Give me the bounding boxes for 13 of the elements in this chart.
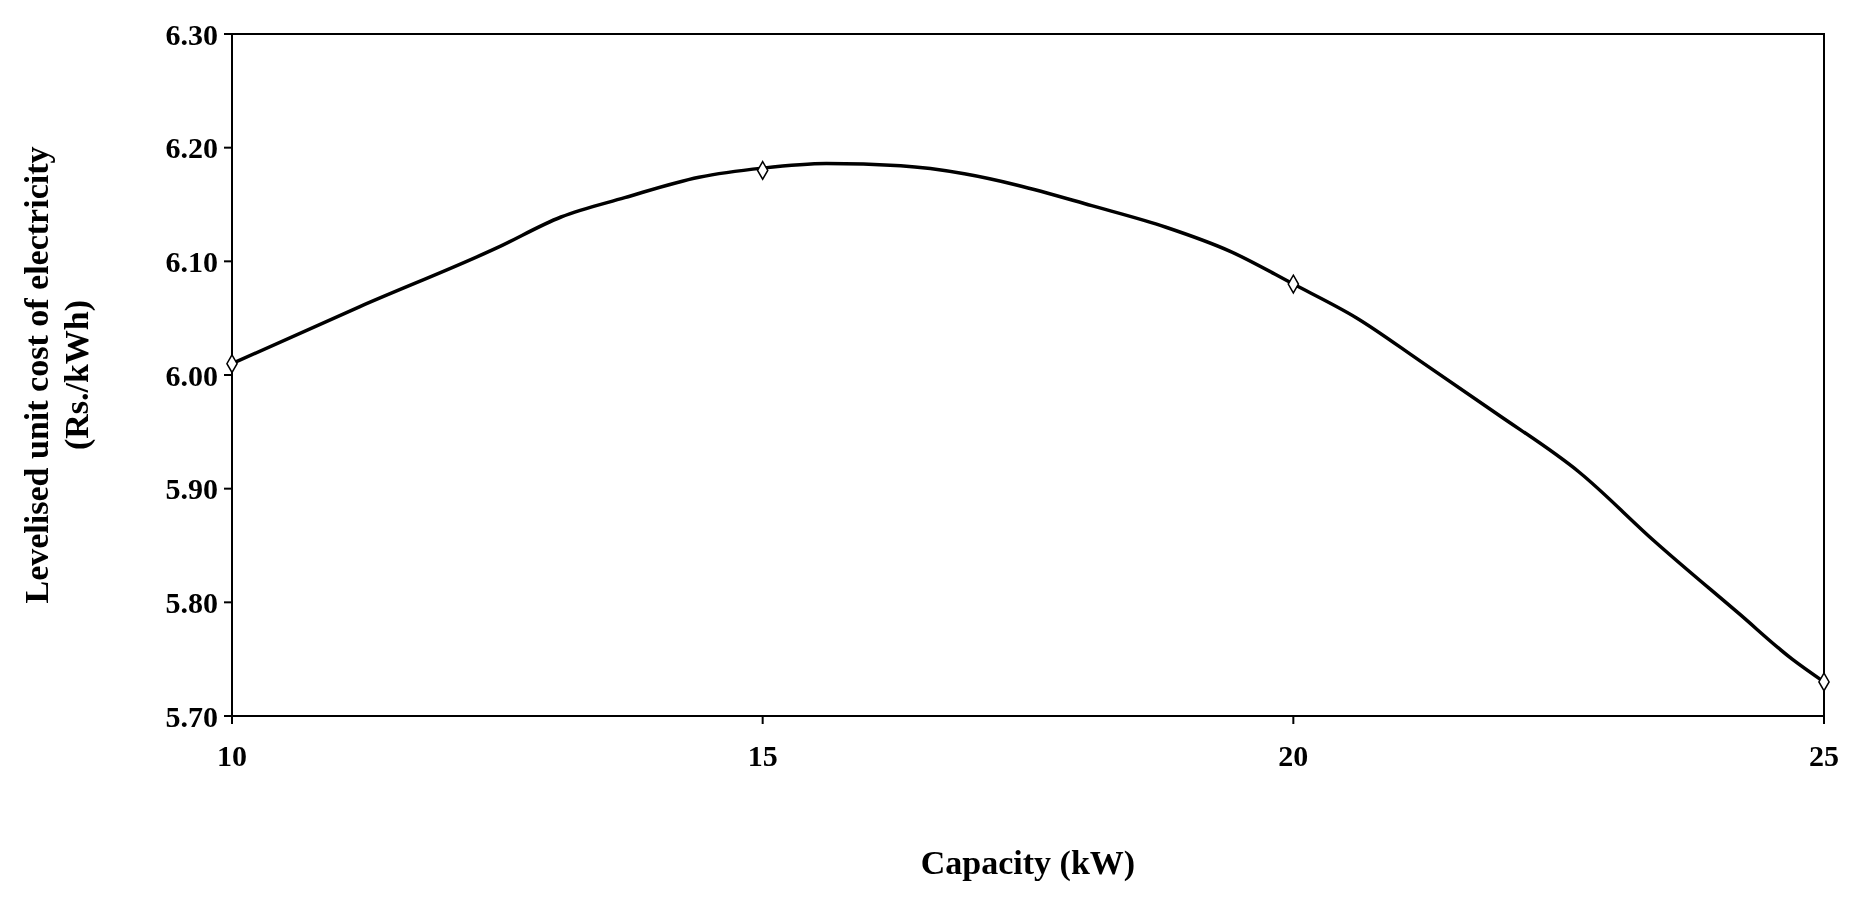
y-tick-label: 6.20 xyxy=(165,131,218,165)
y-tick-label: 5.80 xyxy=(165,585,218,619)
x-tick-label: 15 xyxy=(747,739,778,772)
y-tick-label: 5.90 xyxy=(165,472,218,506)
y-tick-label: 6.10 xyxy=(165,244,218,278)
x-tick-label: 10 xyxy=(217,739,247,772)
x-tick-label: 20 xyxy=(1278,739,1309,772)
x-tick-label: 25 xyxy=(1809,739,1839,772)
x-axis-title: Capacity (kW) xyxy=(920,844,1136,882)
y-tick-label: 5.70 xyxy=(165,699,218,733)
y-tick-label: 6.30 xyxy=(165,17,218,51)
y-tick-label: 6.00 xyxy=(165,358,218,392)
y-axis-title: Levelised unit cost of electricity (Rs./kWh) xyxy=(18,146,96,604)
